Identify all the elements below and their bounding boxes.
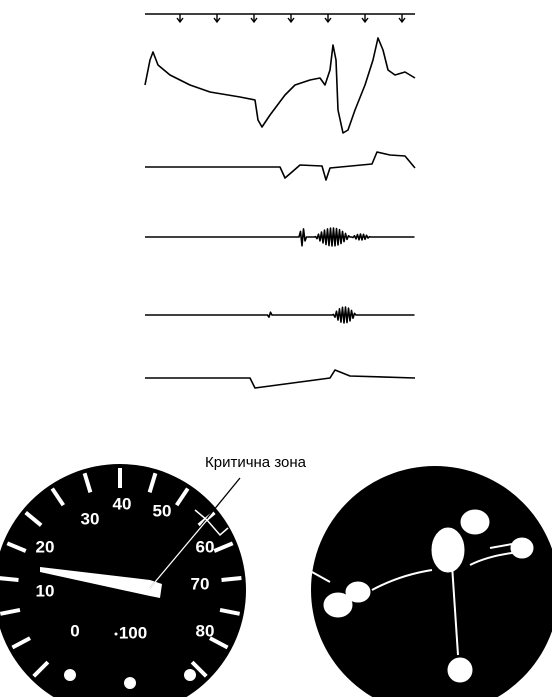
gauge-screw bbox=[64, 669, 76, 681]
timing-tick bbox=[250, 14, 258, 24]
track-view bbox=[311, 466, 552, 697]
gauge-tick bbox=[24, 511, 43, 527]
arena bbox=[311, 466, 552, 697]
gauge-tick bbox=[6, 541, 27, 553]
timing-tick bbox=[324, 14, 332, 24]
timing-tick bbox=[176, 14, 184, 24]
gauge-tick bbox=[190, 660, 208, 678]
gauge-label: 100 bbox=[119, 623, 147, 642]
traces bbox=[144, 13, 416, 389]
pointer-line bbox=[149, 519, 208, 589]
gauge-tick bbox=[0, 607, 21, 616]
gauge-label: 50 bbox=[153, 501, 172, 520]
timing-tick bbox=[398, 14, 406, 24]
timing-tick bbox=[213, 14, 221, 24]
gauge: 0 10 20 30 40 50 60 70 80 100 bbox=[0, 464, 246, 697]
annotation: Критична зона bbox=[205, 454, 307, 471]
gauge-tick bbox=[50, 487, 65, 507]
timing-tick bbox=[361, 14, 369, 24]
needle bbox=[40, 567, 162, 598]
gauge-tick bbox=[219, 607, 241, 616]
critical-bracket bbox=[194, 509, 229, 537]
trace bbox=[145, 227, 415, 247]
gauge-label: 20 bbox=[36, 537, 55, 556]
timing-tick bbox=[287, 14, 295, 24]
gauge-tick bbox=[213, 541, 234, 553]
gauge-tick bbox=[221, 576, 242, 582]
gauge-label: 70 bbox=[191, 574, 210, 593]
gauge-tick bbox=[209, 636, 229, 650]
trace bbox=[145, 151, 416, 181]
gauge-label: 60 bbox=[196, 537, 215, 556]
gauge-label: 0 bbox=[70, 621, 79, 640]
trace bbox=[145, 369, 416, 389]
gauge-tick bbox=[0, 576, 19, 582]
gauge-label: 10 bbox=[36, 581, 55, 600]
gauge-tick bbox=[147, 472, 158, 493]
gauge-tick bbox=[11, 636, 31, 650]
trace bbox=[145, 306, 415, 324]
gauge-label: 40 bbox=[113, 494, 132, 513]
track bbox=[311, 509, 534, 683]
gauge-tick bbox=[82, 472, 93, 493]
trace bbox=[144, 37, 416, 134]
gauge-label: 80 bbox=[196, 621, 215, 640]
gauge-dot bbox=[114, 632, 118, 636]
gauge-tick bbox=[175, 487, 190, 507]
gauge-label: 30 bbox=[81, 509, 100, 528]
gauge-screw bbox=[184, 669, 196, 681]
gauge-tick bbox=[32, 660, 50, 678]
gauge-screw bbox=[124, 677, 136, 689]
